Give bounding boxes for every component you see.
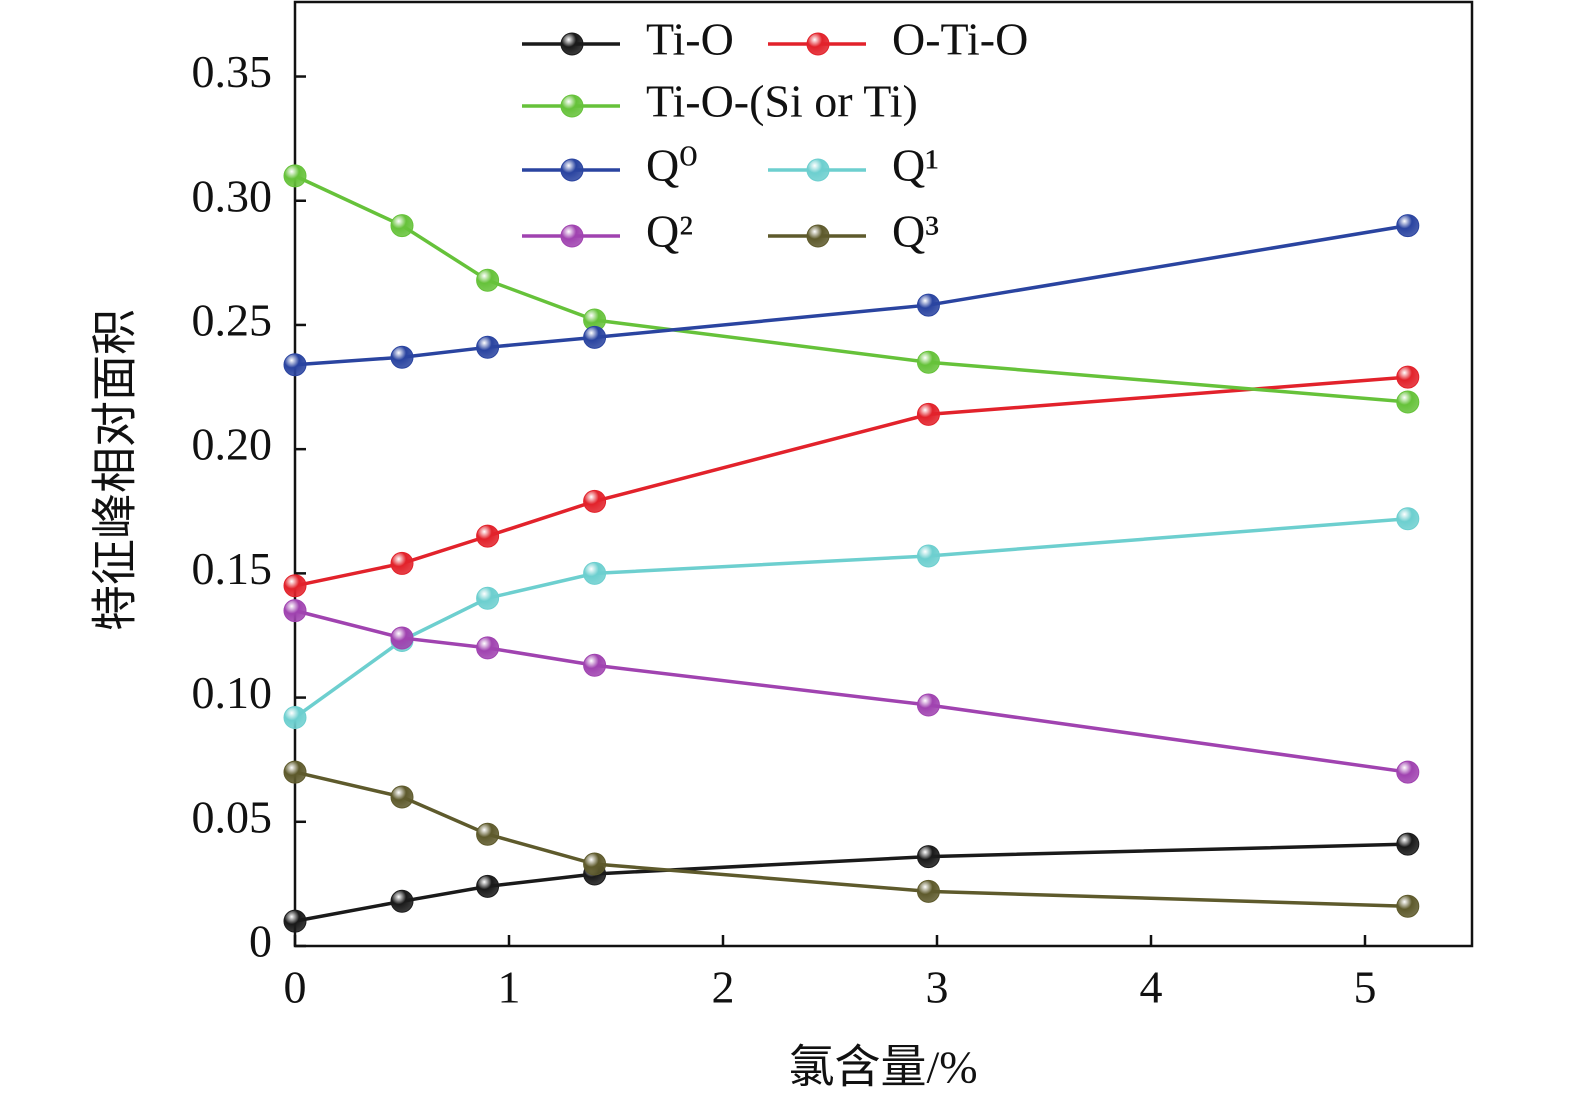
legend-label: Ti-O <box>646 14 734 65</box>
data-point <box>283 705 307 729</box>
series-line <box>293 516 1408 719</box>
data-point <box>916 350 940 374</box>
data-point <box>283 909 307 933</box>
data-point <box>916 544 940 568</box>
data-point <box>283 353 307 377</box>
series-line <box>294 842 1408 923</box>
legend-marker <box>560 32 584 56</box>
data-point <box>283 164 307 188</box>
data-point <box>916 293 940 317</box>
plot-frame <box>293 0 1474 948</box>
legend-marker <box>806 32 830 56</box>
data-point <box>390 889 414 913</box>
data-point <box>390 551 414 575</box>
legend-marker <box>806 158 830 182</box>
legend-marker <box>560 224 584 248</box>
data-point <box>283 574 307 598</box>
data-point <box>583 325 607 349</box>
legend-marker <box>806 224 830 248</box>
data-point <box>916 693 940 717</box>
legend-label: Ti-O-(Si or Ti) <box>646 76 918 127</box>
series-line <box>294 174 1408 404</box>
data-point <box>390 785 414 809</box>
data-point <box>1396 832 1420 856</box>
data-point <box>390 626 414 650</box>
data-point <box>1396 507 1420 531</box>
y-tick-label: 0.15 <box>192 543 273 594</box>
data-point <box>1396 214 1420 238</box>
x-tick-label: 1 <box>498 962 521 1013</box>
legend-label: Q³ <box>892 206 939 257</box>
data-point <box>476 874 500 898</box>
y-tick-label: 0 <box>249 916 272 967</box>
series-line <box>294 223 1409 367</box>
data-point <box>1396 894 1420 918</box>
data-point <box>476 586 500 610</box>
series-line <box>294 608 1409 774</box>
legend-label: Q¹ <box>892 140 939 191</box>
series-line <box>294 770 1408 909</box>
data-point <box>916 845 940 869</box>
x-tick-label: 2 <box>712 962 735 1013</box>
legend-marker <box>560 94 584 118</box>
x-tick-label: 3 <box>926 962 949 1013</box>
data-point <box>283 599 307 623</box>
y-tick-label: 0.05 <box>192 791 273 842</box>
data-point <box>476 268 500 292</box>
legend-label: Q² <box>646 206 693 257</box>
data-point <box>283 760 307 784</box>
x-tick-label: 5 <box>1354 962 1377 1013</box>
data-point <box>476 335 500 359</box>
legend-marker <box>560 158 584 182</box>
x-tick-label: 4 <box>1140 962 1163 1013</box>
y-tick-label: 0.10 <box>192 667 273 718</box>
data-point <box>583 561 607 585</box>
data-point <box>390 214 414 238</box>
data-point <box>583 489 607 513</box>
x-axis-label: 氯含量/% <box>788 1042 977 1093</box>
x-tick-label: 0 <box>284 962 307 1013</box>
y-tick-label: 0.35 <box>192 46 273 97</box>
data-point <box>583 653 607 677</box>
series-line <box>294 375 1408 588</box>
data-point <box>916 402 940 426</box>
y-axis-label: 特征峰相对面积 <box>90 309 141 631</box>
data-point <box>476 524 500 548</box>
data-point <box>916 879 940 903</box>
y-tick-label: 0.30 <box>192 170 273 221</box>
data-point <box>583 852 607 876</box>
data-point <box>1396 760 1420 784</box>
data-point <box>1396 365 1420 389</box>
y-tick-label: 0.20 <box>192 419 273 470</box>
legend-label: O-Ti-O <box>892 14 1028 65</box>
y-tick-label: 0.25 <box>192 295 273 346</box>
data-point <box>390 345 414 369</box>
data-point <box>1396 390 1420 414</box>
data-point <box>476 636 500 660</box>
data-point <box>476 822 500 846</box>
legend-label: Q⁰ <box>646 140 698 191</box>
